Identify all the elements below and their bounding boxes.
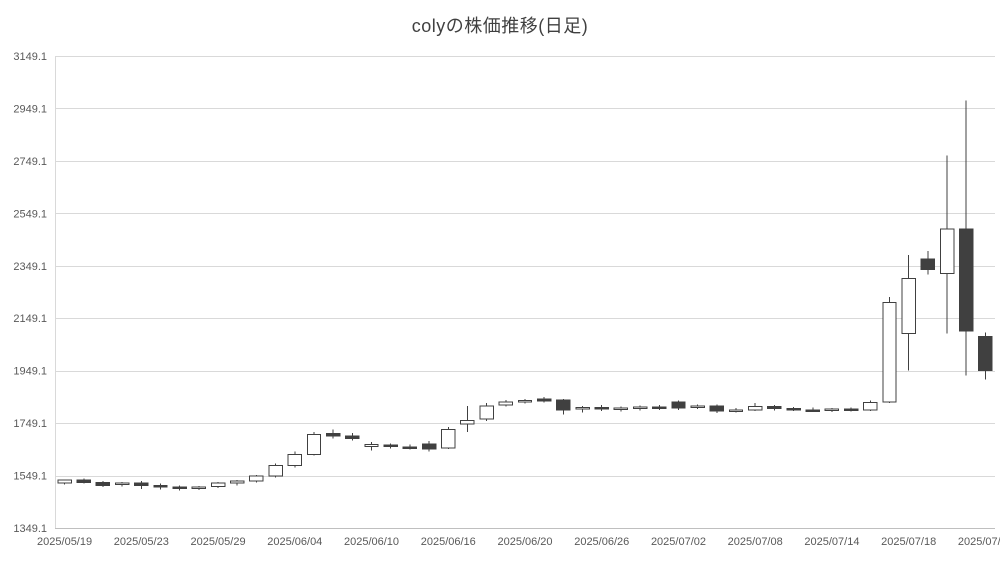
y-axis-tick-label: 2349.1: [13, 261, 47, 273]
x-axis-tick-label: 2025/05/29: [191, 536, 246, 548]
y-axis-tick-label: 2549.1: [13, 208, 47, 220]
x-axis-tick-label: 2025/07/25: [958, 536, 1000, 548]
candle-body-up: [249, 475, 264, 482]
candle-body-up: [210, 482, 226, 487]
candle-body-down: [172, 486, 187, 490]
candle-body-up: [364, 443, 379, 447]
candle-body-down: [402, 446, 418, 449]
candle-body-down: [594, 407, 609, 410]
candle-body-down: [95, 482, 111, 486]
candle-body-down: [652, 406, 667, 410]
x-axis-tick-label: 2025/06/10: [344, 536, 399, 548]
candle-body-up: [882, 301, 897, 403]
candle-body-down: [421, 443, 437, 450]
candle-body-down: [76, 479, 91, 484]
candle-body-down: [959, 228, 974, 332]
y-axis-tick-label: 1749.1: [13, 418, 47, 430]
candle-body-down: [134, 482, 149, 486]
candle-body-up: [728, 409, 744, 412]
y-axis-tick-label: 2949.1: [13, 103, 47, 115]
x-axis-tick-label: 2025/05/19: [37, 536, 92, 548]
candle-body-down: [709, 405, 725, 412]
x-axis-tick-label: 2025/07/18: [881, 536, 936, 548]
candle-body-down: [767, 406, 782, 410]
candle-body-down: [786, 408, 801, 411]
candle-body-up: [901, 278, 916, 335]
x-axis-tick-label: 2025/06/16: [421, 536, 476, 548]
candle-body-up: [632, 406, 648, 410]
candle-body-down: [978, 335, 993, 371]
x-axis-tick-label: 2025/07/08: [728, 536, 783, 548]
candle-body-up: [939, 228, 955, 274]
candle-body-up: [824, 408, 840, 412]
candle-body-down: [536, 398, 552, 402]
candle-body-up: [690, 405, 705, 409]
y-axis-tick-label: 2749.1: [13, 156, 47, 168]
candle-body-down: [383, 444, 398, 448]
candle-body-up: [57, 479, 72, 484]
candle-body-up: [114, 482, 130, 486]
candle-body-up: [460, 419, 475, 425]
candle-body-down: [325, 432, 341, 437]
y-axis-tick-label: 1349.1: [13, 523, 47, 535]
candle-body-down: [920, 258, 936, 270]
candle-body-up: [575, 407, 590, 410]
y-axis-tick-label: 1949.1: [13, 366, 47, 378]
candle-body-up: [191, 486, 207, 490]
candle-body-up: [498, 401, 514, 406]
candle-body-up: [747, 406, 763, 411]
candle-body-down: [153, 484, 168, 488]
y-axis-tick-label: 2149.1: [13, 313, 47, 325]
x-axis-tick-label: 2025/06/20: [497, 536, 552, 548]
candle-body-up: [306, 434, 322, 455]
candle-body-up: [230, 480, 245, 484]
candle-body-down: [805, 409, 820, 412]
x-axis-tick-label: 2025/07/14: [804, 536, 859, 548]
candle-body-down: [671, 401, 686, 409]
candle-body-up: [268, 464, 283, 477]
candle-body-down: [843, 408, 859, 412]
candle-body-down: [556, 399, 571, 411]
x-axis-tick-label: 2025/06/26: [574, 536, 629, 548]
candle-body-up: [479, 405, 494, 420]
x-axis-tick-label: 2025/07/02: [651, 536, 706, 548]
y-axis-tick-label: 1549.1: [13, 471, 47, 483]
y-axis-tick-label: 3149.1: [13, 51, 47, 63]
candle-body-up: [863, 401, 878, 411]
candle-body-up: [287, 453, 303, 466]
x-axis-tick-label: 2025/05/23: [114, 536, 169, 548]
candle-body-up: [613, 407, 629, 411]
candle-body-down: [345, 435, 360, 440]
candle-body-up: [441, 428, 456, 449]
candle-body-up: [517, 399, 533, 403]
chart-title: colyの株価推移(日足): [411, 16, 589, 36]
x-axis-tick-label: 2025/06/04: [267, 536, 322, 548]
